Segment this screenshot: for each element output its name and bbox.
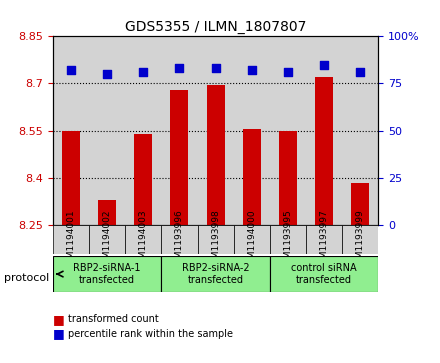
Bar	[206, 85, 225, 225]
Text: GSM1193996: GSM1193996	[175, 209, 184, 270]
Text: GSM1193998: GSM1193998	[211, 209, 220, 270]
FancyBboxPatch shape	[306, 225, 342, 254]
Text: percentile rank within the sample: percentile rank within the sample	[68, 329, 233, 339]
Text: GSM1193999: GSM1193999	[356, 209, 365, 270]
Text: GSM1194002: GSM1194002	[103, 209, 112, 270]
Text: GSM1194003: GSM1194003	[139, 209, 148, 270]
Point	[357, 69, 364, 75]
Text: protocol: protocol	[4, 273, 50, 283]
FancyBboxPatch shape	[53, 256, 161, 292]
FancyBboxPatch shape	[161, 256, 270, 292]
FancyBboxPatch shape	[342, 225, 378, 254]
Point	[103, 71, 110, 77]
Text: ■: ■	[53, 313, 65, 326]
Bar	[62, 131, 80, 225]
Bar	[243, 129, 261, 225]
Text: GSM1193995: GSM1193995	[283, 209, 293, 270]
FancyBboxPatch shape	[270, 256, 378, 292]
Bar	[279, 131, 297, 225]
Text: RBP2-siRNA-1
transfected: RBP2-siRNA-1 transfected	[73, 263, 141, 285]
FancyBboxPatch shape	[125, 225, 161, 254]
Bar	[315, 77, 333, 225]
Text: control siRNA
transfected: control siRNA transfected	[291, 263, 357, 285]
FancyBboxPatch shape	[53, 225, 89, 254]
Text: GSM1193997: GSM1193997	[319, 209, 329, 270]
Bar	[170, 90, 188, 225]
Title: GDS5355 / ILMN_1807807: GDS5355 / ILMN_1807807	[125, 20, 306, 34]
Text: ■: ■	[53, 327, 65, 340]
Text: RBP2-siRNA-2
transfected: RBP2-siRNA-2 transfected	[182, 263, 249, 285]
FancyBboxPatch shape	[270, 225, 306, 254]
Text: GSM1194000: GSM1194000	[247, 209, 256, 270]
Point	[140, 69, 147, 75]
Point	[176, 65, 183, 71]
Point	[284, 69, 291, 75]
FancyBboxPatch shape	[89, 225, 125, 254]
Point	[321, 62, 328, 68]
Point	[248, 68, 255, 73]
Point	[67, 68, 74, 73]
FancyBboxPatch shape	[161, 225, 198, 254]
FancyBboxPatch shape	[234, 225, 270, 254]
Text: GSM1194001: GSM1194001	[66, 209, 75, 270]
Text: transformed count: transformed count	[68, 314, 159, 325]
FancyBboxPatch shape	[198, 225, 234, 254]
Bar	[351, 183, 369, 225]
Bar	[98, 200, 116, 225]
Point	[212, 65, 219, 71]
Bar	[134, 134, 152, 225]
